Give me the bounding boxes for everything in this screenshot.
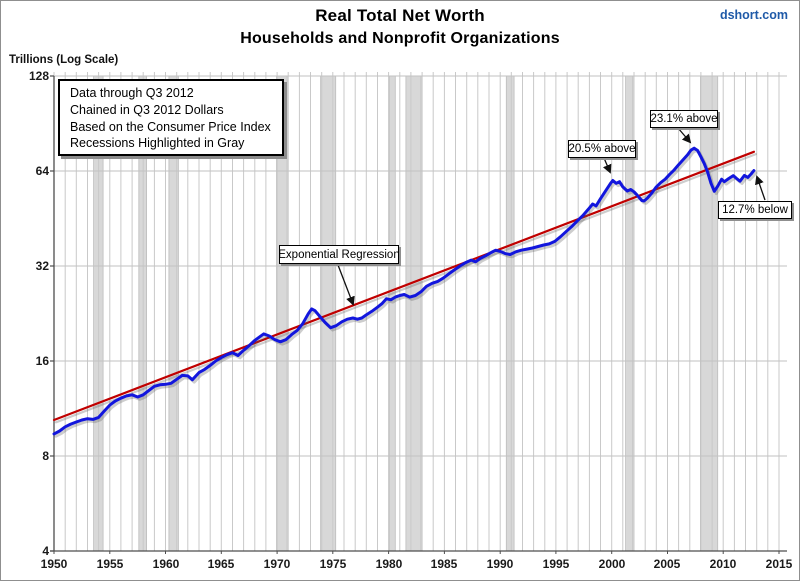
y-tick-label: 8 <box>42 449 49 463</box>
callout-2000-peak: 20.5% above <box>568 140 636 158</box>
y-tick-label: 64 <box>35 164 49 178</box>
x-tick-label: 1975 <box>319 557 347 571</box>
recession-band <box>505 75 515 552</box>
net-worth-line <box>52 146 756 436</box>
callout-latest-below: 12.7% below <box>718 201 792 219</box>
callout-arrow <box>337 264 355 306</box>
x-tick-label: 1950 <box>40 557 68 571</box>
x-tick-label: 2010 <box>709 557 737 571</box>
callout-arrow <box>677 127 692 144</box>
x-tick-label: 1990 <box>486 557 514 571</box>
y-tick-label: 32 <box>35 259 49 273</box>
info-line: Chained in Q3 2012 Dollars <box>70 102 224 117</box>
recession-band <box>700 75 719 552</box>
regression-line <box>52 150 756 422</box>
callout-arrow <box>755 175 766 201</box>
x-tick-label: 1995 <box>542 557 570 571</box>
callout-arrow <box>603 157 612 174</box>
y-tick-label: 128 <box>28 69 49 83</box>
info-line: Data through Q3 2012 <box>70 86 194 100</box>
recession-band <box>388 75 396 552</box>
data-series <box>52 146 758 438</box>
callout-exponential-regression: Exponential Regression <box>278 245 400 264</box>
chart-title: Real Total Net Worth <box>315 6 485 25</box>
y-axis-title: Trillions (Log Scale) <box>9 54 119 66</box>
x-tick-label: 2000 <box>598 557 626 571</box>
axes <box>50 75 787 554</box>
x-tick-label: 1960 <box>152 557 180 571</box>
chart-subtitle: Households and Nonprofit Organizations <box>240 30 560 47</box>
x-tick-label: 1985 <box>430 557 458 571</box>
y-tick-label: 16 <box>35 354 49 368</box>
x-tick-label: 2015 <box>765 557 793 571</box>
x-tick-label: 1980 <box>375 557 403 571</box>
x-tick-label: 1965 <box>207 557 235 571</box>
x-tick-label: 2005 <box>653 557 681 571</box>
callout-2007-peak: 23.1% above <box>650 110 718 128</box>
x-tick-label: 1970 <box>263 557 291 571</box>
site-watermark: dshort.com <box>719 8 788 22</box>
y-tick-label: 4 <box>42 544 49 558</box>
x-tick-label: 1955 <box>96 557 124 571</box>
info-line: Based on the Consumer Price Index <box>70 119 271 134</box>
recession-band <box>405 75 422 552</box>
callout-arrows <box>337 127 766 306</box>
info-line: Recessions Highlighted in Gray <box>70 136 245 151</box>
info-box: Data through Q3 2012 Chained in Q3 2012 … <box>58 79 284 156</box>
